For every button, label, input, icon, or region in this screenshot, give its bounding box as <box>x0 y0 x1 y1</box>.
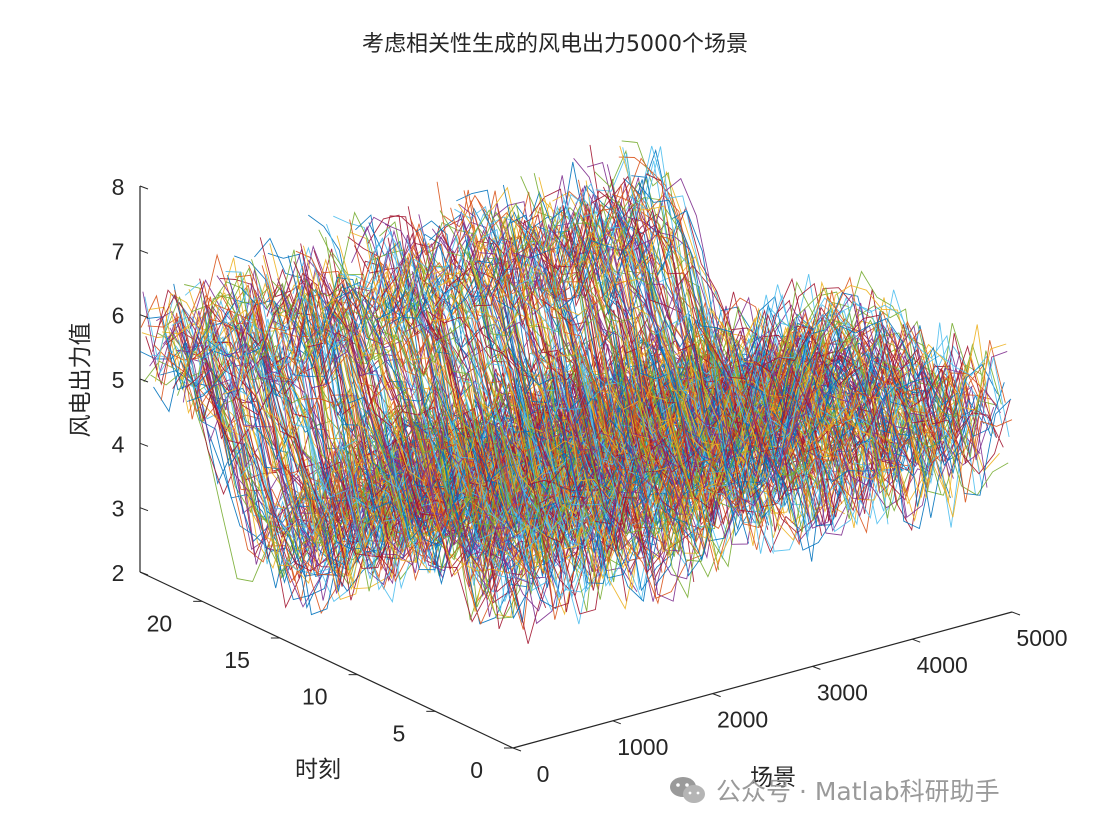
z-tick-mark <box>139 442 149 447</box>
y-tick-label: 15 <box>224 647 250 673</box>
scenario-line <box>635 145 1010 448</box>
z-tick-mark <box>139 378 149 383</box>
x-tick-mark <box>812 665 821 670</box>
z-tick-mark <box>139 185 149 190</box>
scenario-line <box>634 208 1009 496</box>
z-tick-label: 5 <box>112 367 125 393</box>
scenario-line <box>603 210 978 518</box>
z-tick-label: 8 <box>112 174 125 200</box>
z-tick-mark <box>139 507 149 512</box>
scenario-line <box>637 182 1012 496</box>
x-tick-mark <box>612 720 621 725</box>
scenario-line <box>315 283 690 605</box>
z-tick-label: 6 <box>112 303 125 329</box>
x-axis-label: 场景 <box>750 765 796 791</box>
scenario-line <box>604 183 979 491</box>
y-tick-label: 5 <box>392 720 405 746</box>
x-tick-mark <box>712 693 721 698</box>
scenario-line <box>638 217 1013 503</box>
scenario-line <box>272 325 647 575</box>
scenario-line <box>633 177 1008 461</box>
scenario-line <box>174 289 549 543</box>
scenario-line <box>594 149 969 431</box>
scenario-line <box>542 211 917 464</box>
x-tick-label: 4000 <box>917 652 968 678</box>
watermark: 公众号 · Matlab科研助手 <box>668 772 1000 808</box>
scenario-line <box>485 236 860 529</box>
z-tick-label: 2 <box>112 560 125 586</box>
scenario-line <box>629 173 1004 448</box>
z-tick-label: 3 <box>112 496 125 522</box>
z-tick-label: 7 <box>112 238 125 264</box>
scenario-line <box>589 144 964 467</box>
x-tick-label: 0 <box>537 761 550 787</box>
x-tick-label: 1000 <box>617 734 668 760</box>
scenario-line <box>582 204 956 457</box>
x-tick-label: 3000 <box>817 679 868 705</box>
scenario-line <box>624 148 998 429</box>
z-tick-mark <box>139 249 149 254</box>
scenario-line <box>310 330 685 602</box>
scenario-line <box>633 205 1007 447</box>
scenario-line <box>636 208 1011 475</box>
y-tick-label: 0 <box>470 757 483 783</box>
wechat-icon <box>670 777 705 803</box>
scenario-line <box>616 217 991 496</box>
chart-title: 考虑相关性生成的风电出力5000个场景 <box>362 32 748 57</box>
z-tick-label: 4 <box>112 431 125 457</box>
y-tick-label: 10 <box>302 684 328 710</box>
x-tick-label: 5000 <box>1016 625 1067 651</box>
watermark-text: 公众号 · Matlab科研助手 <box>716 777 1000 806</box>
z-tick-mark <box>139 571 149 576</box>
x-tick-mark <box>912 638 921 643</box>
x-tick-mark <box>512 747 522 752</box>
x-tick-label: 2000 <box>717 707 768 733</box>
z-tick-mark <box>139 314 149 319</box>
y-axis-label: 时刻 <box>295 757 341 783</box>
x-tick-mark <box>1011 611 1021 616</box>
y-tick-label: 20 <box>147 610 173 636</box>
scenario-line <box>620 217 995 477</box>
y-axis-line <box>139 571 514 749</box>
z-axis-label: 风电出力值 <box>68 323 94 438</box>
x-axis-line <box>512 611 1013 749</box>
